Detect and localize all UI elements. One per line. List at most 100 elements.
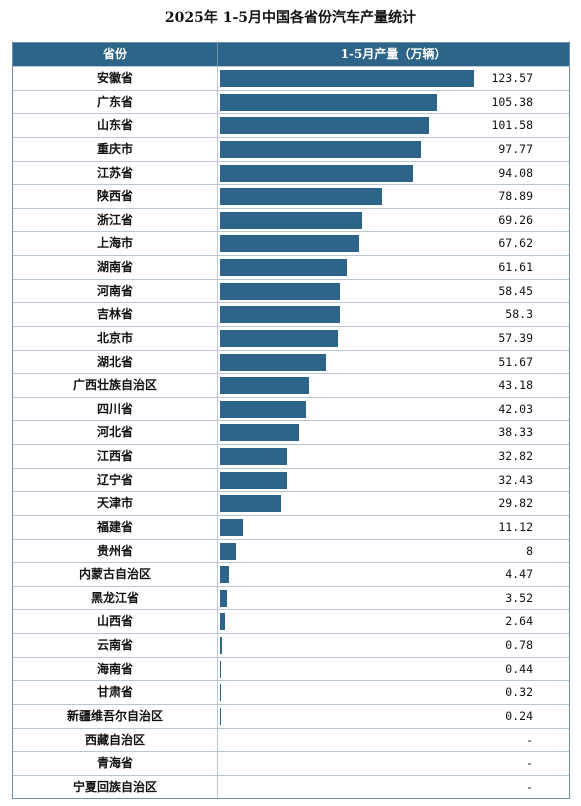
province-label: 福建省 — [13, 515, 218, 539]
chart-title: 2025年 1-5月中国各省份汽车产量统计 — [164, 10, 417, 26]
table-row: 吉林省 58.3 — [13, 302, 569, 326]
table-row: 甘肃省 0.32 — [13, 680, 569, 704]
province-label: 浙江省 — [13, 208, 218, 232]
value-label: 4.47 — [505, 567, 533, 582]
table-header: 省份 1-5月产量（万辆） — [13, 43, 569, 66]
table-row: 福建省 11.12 — [13, 514, 569, 539]
province-label: 新疆维吾尔自治区 — [13, 704, 218, 728]
bar — [220, 448, 288, 465]
table-row: 辽宁省 32.43 — [13, 467, 569, 492]
value-label: 57.39 — [498, 330, 533, 345]
bar — [220, 400, 307, 418]
province-label: 重庆市 — [13, 137, 218, 161]
table-row: 江西省 32.82 — [13, 444, 569, 468]
value-label: 0.32 — [505, 685, 533, 700]
value-label: 78.89 — [498, 189, 533, 204]
bar-cell: 43.18 — [218, 374, 569, 397]
province-label: 海南省 — [13, 657, 218, 681]
bar-cell: 32.43 — [218, 469, 569, 492]
province-label: 河北省 — [13, 421, 218, 444]
bar — [220, 259, 347, 276]
table-row: 黑龙江省 3.52 — [13, 585, 569, 610]
value-label: 8 — [526, 543, 533, 558]
value-label: 43.18 — [498, 378, 533, 393]
table-row: 浙江省 69.26 — [13, 207, 569, 232]
province-label: 内蒙古自治区 — [13, 563, 218, 586]
bar-cell: 0.32 — [218, 681, 569, 704]
value-label: 94.08 — [498, 165, 533, 180]
province-label: 北京市 — [13, 326, 218, 350]
value-label: 61.61 — [498, 260, 533, 274]
province-label: 上海市 — [13, 232, 218, 255]
province-label: 江苏省 — [13, 161, 218, 185]
table-row: 北京市 57.39 — [13, 325, 569, 350]
bar-cell: 97.77 — [218, 138, 569, 161]
province-label: 天津市 — [13, 492, 218, 515]
value-label: 42.03 — [498, 401, 533, 416]
bar-cell: 78.89 — [218, 185, 569, 208]
table-row: 湖南省 61.61 — [13, 255, 569, 279]
bar — [220, 377, 309, 395]
table-row: 陕西省 78.89 — [13, 184, 569, 208]
header-province: 省份 — [13, 43, 218, 66]
province-label: 宁夏回族自治区 — [13, 775, 218, 799]
value-label: 32.82 — [498, 449, 533, 463]
bar-cell: 32.82 — [218, 445, 569, 468]
province-label: 吉林省 — [13, 303, 218, 326]
bar-cell: 94.08 — [218, 162, 569, 185]
value-label: 67.62 — [498, 236, 533, 251]
value-label: - — [526, 779, 533, 794]
bar — [220, 660, 221, 678]
bar — [220, 684, 221, 702]
bar-cell: 11.12 — [218, 516, 569, 539]
value-label: 51.67 — [498, 354, 533, 369]
bar — [220, 211, 363, 229]
header-value: 1-5月产量（万辆） — [340, 47, 447, 61]
bar — [220, 93, 437, 111]
value-label: 0.44 — [505, 661, 533, 676]
table-row: 内蒙古自治区 4.47 — [13, 562, 569, 586]
province-label: 贵州省 — [13, 539, 218, 563]
bar — [220, 518, 243, 536]
bar — [220, 542, 237, 560]
table-row: 上海市 67.62 — [13, 231, 569, 255]
table-row: 宁夏回族自治区 - — [13, 774, 569, 799]
data-table: 省份 1-5月产量（万辆） 安徽省 123.57 广东省 105.38 山东省 101.5… — [12, 42, 570, 800]
bar-cell: 2.64 — [218, 610, 569, 633]
province-label: 四川省 — [13, 397, 218, 421]
bar — [220, 566, 230, 584]
bar-cell: 61.61 — [218, 256, 569, 279]
table-row: 新疆维吾尔自治区 0.24 — [13, 703, 569, 728]
bar-cell: 38.33 — [218, 421, 569, 444]
province-label: 山西省 — [13, 610, 218, 633]
value-label: 58.3 — [505, 307, 533, 322]
bar-cell: 29.82 — [218, 492, 569, 515]
value-label: 58.45 — [498, 283, 533, 298]
bar — [220, 140, 421, 158]
province-label: 陕西省 — [13, 185, 218, 208]
province-label: 广西壮族自治区 — [13, 374, 218, 397]
province-label: 江西省 — [13, 445, 218, 468]
bar — [220, 495, 282, 513]
bar-cell: 51.67 — [218, 351, 569, 374]
bar — [220, 70, 474, 87]
value-label: 32.43 — [498, 472, 533, 487]
bar — [220, 282, 341, 300]
bar-cell: - — [218, 752, 569, 775]
value-label: 2.64 — [505, 614, 533, 629]
table-body: 安徽省 123.57 广东省 105.38 山东省 101.58 重庆市 97.77 江苏省 94… — [13, 66, 569, 799]
bar — [220, 164, 414, 182]
bar-cell: 0.24 — [218, 705, 569, 728]
bar-cell: 67.62 — [218, 232, 569, 255]
bar-cell: 58.3 — [218, 303, 569, 326]
bar-cell: 105.38 — [218, 91, 569, 114]
table-row: 广西壮族自治区 43.18 — [13, 373, 569, 397]
value-label: 11.12 — [498, 519, 533, 534]
bar — [220, 117, 429, 135]
value-label: - — [526, 756, 533, 771]
bar — [220, 471, 287, 489]
table-row: 天津市 29.82 — [13, 491, 569, 515]
table-row: 贵州省 8 — [13, 538, 569, 563]
bar-cell: 0.44 — [218, 658, 569, 681]
table-row: 山东省 101.58 — [13, 113, 569, 137]
